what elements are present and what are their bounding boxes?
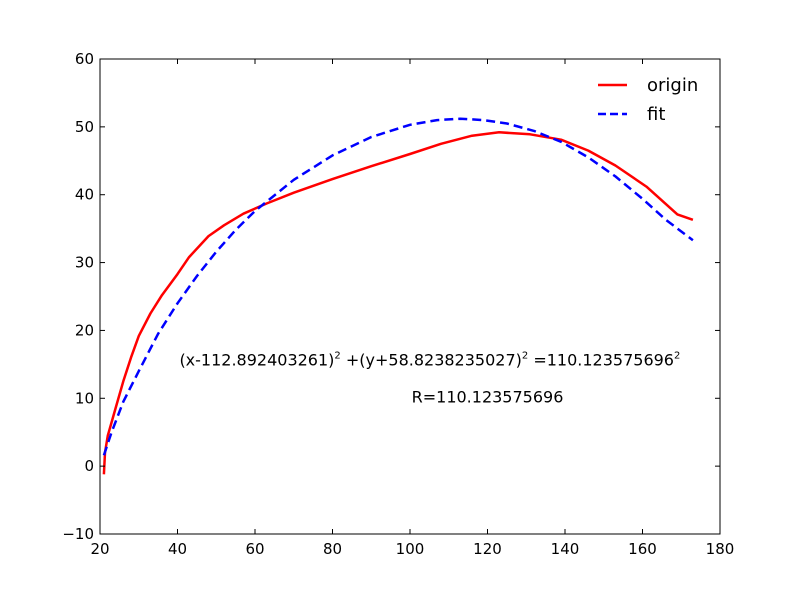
legend: origin fit [598,75,698,125]
plot-background [100,59,720,534]
radius-annotation: R=110.123575696 [412,387,564,406]
tick-layer: 20 40 60 80 100 120 140 160 180 −10 0 10 20 30 40 50 60 [62,50,734,558]
y-tick-label: 50 [75,118,94,136]
y-tick-label: 30 [75,254,94,272]
y-tick-label: 60 [75,50,94,68]
x-tick-label: 20 [90,540,109,558]
x-tick-label: 80 [323,540,342,558]
circle-equation-annotation: (x-112.892403261)2 +(y+58.8238235027)2 =… [179,351,680,370]
y-tick-label: 20 [75,321,94,339]
x-tick-label: 140 [551,540,580,558]
x-tick-label: 100 [396,540,425,558]
x-tick-label: 60 [245,540,264,558]
annotation-layer: (x-112.892403261)2 +(y+58.8238235027)2 =… [179,351,680,407]
y-tick-label: 40 [75,186,94,204]
x-tick-label: 120 [473,540,502,558]
series-line-origin [102,131,694,475]
y-tick-label: 10 [75,389,94,407]
series-layer [102,117,694,475]
x-tick-label: 40 [168,540,187,558]
y-tick-label: −10 [62,525,94,543]
series-line-fit [102,117,694,456]
y-tick-label: 0 [84,457,94,475]
legend-label-fit: fit [647,104,665,125]
legend-label-origin: origin [647,75,698,96]
x-tick-label: 180 [706,540,735,558]
x-tick-label: 160 [628,540,657,558]
